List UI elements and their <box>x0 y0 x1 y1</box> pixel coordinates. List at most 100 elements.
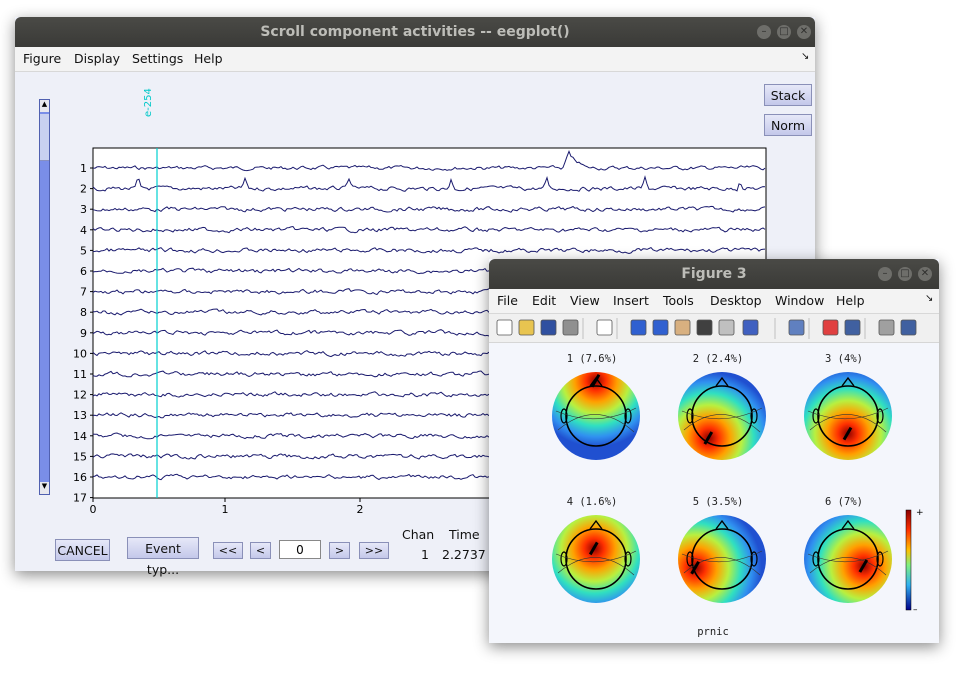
ear-outline <box>686 408 694 424</box>
x-tick-label: 0 <box>90 503 97 516</box>
contour-line <box>557 414 635 433</box>
ear-outline <box>812 551 820 567</box>
channel-tick-label: 17 <box>73 492 87 505</box>
dock-arrow-icon[interactable]: ↘ <box>801 51 810 62</box>
menu-file[interactable]: File <box>497 293 518 308</box>
channel-tick-label: 8 <box>80 306 87 319</box>
menu-edit[interactable]: Edit <box>532 293 557 308</box>
maximize-icon[interactable]: □ <box>777 25 791 39</box>
menu-figure[interactable]: Figure <box>23 51 62 66</box>
eegplot-window-title: Scroll component activities -- eegplot() <box>260 24 570 40</box>
time-value: 2.2737 <box>442 547 486 562</box>
pointer-icon[interactable] <box>596 319 613 336</box>
menu-help[interactable]: Help <box>836 293 865 308</box>
topomap[interactable] <box>552 515 640 603</box>
topomap-title: 2 (2.4%) <box>693 353 744 365</box>
eegplot-titlebar[interactable]: Scroll component activities -- eegplot()… <box>15 17 815 47</box>
hide-plot-tools-icon[interactable] <box>878 319 895 336</box>
pan-hand-icon[interactable] <box>674 319 691 336</box>
contour-line <box>557 557 635 576</box>
figure3-window-title: Figure 3 <box>681 266 747 282</box>
head-outline <box>691 385 753 447</box>
contour-line <box>681 550 763 563</box>
menu-insert[interactable]: Insert <box>613 293 649 308</box>
ear-outline <box>812 408 820 424</box>
norm-button[interactable]: Norm <box>764 114 812 136</box>
menu-desktop[interactable]: Desktop <box>710 293 762 308</box>
zoom-in-icon[interactable] <box>630 319 647 336</box>
topomap-figure-area[interactable]: 1 (7.6%) 2 (2.4%) 3 (4%) 4 (1.6%) 5 (3.5%) 6 … <box>489 259 939 643</box>
channel-tick-label: 1 <box>80 162 87 175</box>
brush-icon[interactable] <box>742 319 759 336</box>
chan-header: Chan <box>402 527 435 542</box>
channel-tick-label: 5 <box>80 244 87 257</box>
nose-outline <box>841 376 855 387</box>
link-plot-icon[interactable] <box>788 319 805 336</box>
scroll-down-icon[interactable]: ▼ <box>40 482 49 494</box>
save-icon[interactable] <box>540 319 557 336</box>
channel-tick-label: 14 <box>73 430 87 443</box>
dipole-marker <box>703 431 714 445</box>
menu-window[interactable]: Window <box>775 293 825 308</box>
scroll-last-button[interactable]: >> <box>359 542 389 559</box>
event-type-button[interactable]: Event typ... <box>127 537 199 577</box>
contour-line <box>683 557 761 576</box>
channel-tick-label: 13 <box>73 409 87 422</box>
scroll-prev-button[interactable]: < <box>250 542 271 559</box>
contour-line <box>809 557 887 576</box>
ear-outline <box>624 408 632 424</box>
channel-tick-label: 10 <box>73 347 87 360</box>
dock-arrow-icon[interactable]: ↘ <box>925 293 934 304</box>
data-cursor-icon[interactable] <box>718 319 735 336</box>
time-header: Time <box>449 527 480 542</box>
scroll-next-button[interactable]: > <box>329 542 350 559</box>
time-position-input[interactable] <box>279 540 321 559</box>
print-icon[interactable] <box>562 319 579 336</box>
topomap[interactable] <box>804 515 892 603</box>
scroll-first-button[interactable]: << <box>213 542 243 559</box>
topomap[interactable] <box>804 372 892 460</box>
stack-button[interactable]: Stack <box>764 84 812 106</box>
topomap[interactable] <box>678 372 766 460</box>
topomap-title: 4 (1.6%) <box>567 496 618 508</box>
minimize-icon[interactable]: – <box>878 267 892 281</box>
chan-value: 1 <box>421 547 429 562</box>
dipole-marker <box>858 559 869 573</box>
eeg-trace <box>92 246 766 255</box>
menu-view[interactable]: View <box>570 293 600 308</box>
zoom-out-icon[interactable] <box>652 319 669 336</box>
new-file-icon[interactable] <box>496 319 513 336</box>
open-folder-icon[interactable] <box>518 319 535 336</box>
topomap[interactable] <box>552 372 640 460</box>
cancel-button[interactable]: CANCEL <box>55 539 110 561</box>
ear-outline <box>560 408 568 424</box>
menu-tools[interactable]: Tools <box>663 293 694 308</box>
ear-outline <box>686 551 694 567</box>
topomap-title: 5 (3.5%) <box>693 496 744 508</box>
menu-help[interactable]: Help <box>194 51 223 66</box>
contour-line <box>681 407 763 420</box>
minimize-icon[interactable]: – <box>757 25 771 39</box>
ear-outline <box>876 408 884 424</box>
colorbar-icon[interactable] <box>822 319 839 336</box>
legend-icon[interactable] <box>844 319 861 336</box>
contour-line <box>807 550 889 563</box>
channel-scroll-slider[interactable]: ▲ ▼ <box>39 99 50 495</box>
maximize-icon[interactable]: □ <box>898 267 912 281</box>
eeg-trace <box>92 150 766 172</box>
menu-display[interactable]: Display <box>74 51 121 66</box>
eegplot-menubar: Figure Display Settings Help ↘ <box>15 47 815 72</box>
scroll-thumb[interactable] <box>40 114 49 161</box>
figure3-titlebar[interactable]: Figure 3 – □ ✕ <box>489 259 939 289</box>
scroll-up-icon[interactable]: ▲ <box>40 100 49 112</box>
close-icon[interactable]: ✕ <box>797 25 811 39</box>
show-plot-tools-icon[interactable] <box>900 319 917 336</box>
head-outline <box>565 528 627 590</box>
topomap[interactable] <box>678 515 766 603</box>
rotate-3d-icon[interactable] <box>696 319 713 336</box>
close-icon[interactable]: ✕ <box>918 267 932 281</box>
topomap-title: 6 (7%) <box>825 496 863 508</box>
menu-settings[interactable]: Settings <box>132 51 184 66</box>
nose-outline <box>715 519 729 530</box>
channel-tick-label: 6 <box>80 265 87 278</box>
